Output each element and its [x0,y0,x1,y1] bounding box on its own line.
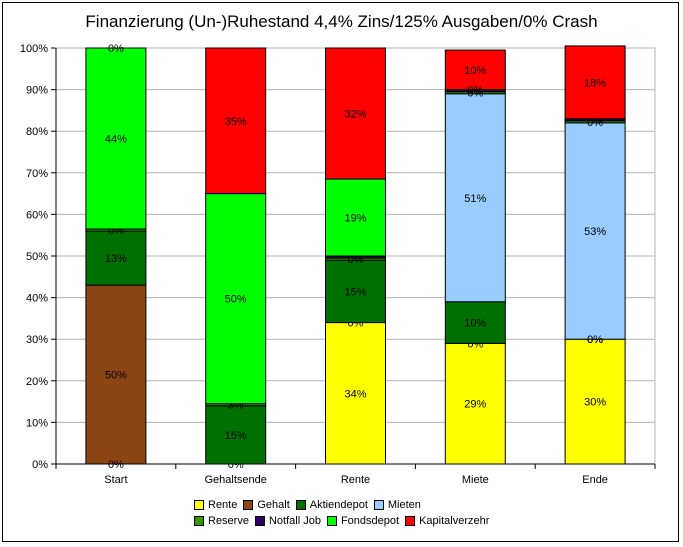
legend-item: Reserve [194,515,249,527]
legend-item: Mieten [373,499,421,511]
legend-label: Reserve [208,515,249,527]
y-tick-label: 40% [26,293,48,305]
legend-row-1: Rente Gehalt Aktiendepot Mieten [194,497,514,513]
data-label: 10% [464,318,486,330]
y-tick-label: 90% [26,85,48,97]
legend-swatch [373,500,384,510]
bar-segment [325,178,386,257]
data-label: 15% [225,430,247,442]
legend-label: Mieten [387,499,421,511]
legend-item: Kapitalverzehr [405,515,489,527]
data-label: 18% [584,77,606,89]
y-tick-label: 0% [32,459,48,471]
legend-swatch [295,500,306,510]
bar-segment [85,284,147,465]
bar-segment [85,230,147,286]
legend-label: Fondsdepot [340,515,400,527]
data-label: 44% [105,133,127,145]
bar-segment [205,405,267,465]
data-label: 51% [464,193,486,205]
data-label: 0% [587,334,603,346]
bar-segment [564,45,626,120]
bar-segment [205,193,267,405]
legend-swatch [254,516,265,526]
bar-segment [325,47,386,180]
y-tick-label: 70% [26,168,48,180]
legend-label: Rente [208,499,238,511]
y-tick-label: 100% [20,43,48,55]
chart-title: Finanzierung (Un-)Ruhestand 4,4% Zins/12… [85,12,598,31]
data-label: 29% [464,399,486,411]
x-tick-label: Start [104,474,127,486]
data-label: 53% [584,226,606,238]
legend-label: Kapitalverzehr [419,515,490,527]
x-tick-label: Gehaltsende [205,474,267,486]
legend-item: Aktiendepot [295,499,368,511]
legend-swatch [326,516,337,526]
y-tick-label: 80% [26,126,48,138]
bar-segment [444,93,506,303]
data-label: 35% [225,116,247,128]
chart-legend: Rente Gehalt Aktiendepot Mieten Reserve Notf… [194,497,514,529]
data-label: 0% [108,43,124,55]
data-label: 15% [344,286,366,298]
data-label: 50% [225,294,247,306]
legend-item: Rente [194,499,237,511]
y-tick-label: 50% [26,251,48,263]
data-label: 34% [344,388,366,400]
legend-label: Gehalt [257,499,290,511]
data-label: 13% [105,253,127,265]
legend-item: Fondsdepot [326,515,400,527]
y-tick-label: 60% [26,209,48,221]
bar-segment [444,49,506,91]
bar-segment [564,122,626,340]
legend-swatch [405,516,416,526]
bar-segment [444,342,506,465]
data-label: 50% [105,370,127,382]
data-label: 10% [464,65,486,77]
legend-item: Gehalt [243,499,290,511]
y-tick-label: 10% [26,417,48,429]
data-label: 0% [108,459,124,471]
bar-segment [85,47,147,230]
x-tick-label: Ende [582,474,608,486]
data-label: 32% [344,109,366,121]
legend-swatch [194,500,204,510]
legend-swatch [243,500,254,510]
y-tick-label: 30% [26,334,48,346]
legend-swatch [194,516,204,526]
data-label: 0% [467,85,483,97]
bar-segment [205,47,267,195]
legend-label: Notfall Job [268,515,321,527]
data-label: 30% [584,397,606,409]
data-label: 19% [344,213,366,225]
legend-row-2: Reserve Notfall Job Fondsdepot Kapitalverze… [194,513,514,529]
x-tick-label: Miete [462,474,489,486]
legend-item: Notfall Job [254,515,321,527]
x-tick-label: Rente [341,474,370,486]
bar-segment [325,259,386,324]
legend-label: Aktiendepot [309,499,368,511]
y-tick-label: 20% [26,376,48,388]
